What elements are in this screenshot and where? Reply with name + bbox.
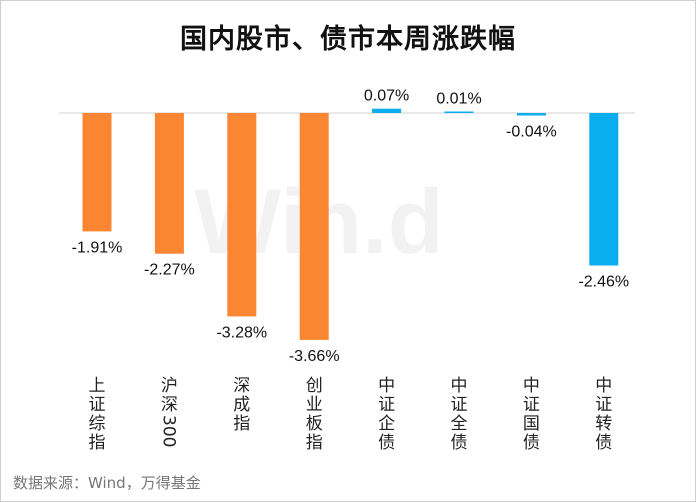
category-label-char: 转 [595,414,612,434]
category-label-char: 国 [523,414,540,434]
bar-3 [227,113,257,317]
value-label-3: -3.28% [216,324,267,341]
category-label-char: 综 [89,414,106,434]
category-label-char: 企 [378,414,395,434]
category-label-char: 沪 [161,376,178,396]
category-label-char: 证 [595,395,612,415]
value-label-4: -3.66% [289,348,340,365]
bar-7 [516,113,546,116]
category-label-char: 证 [451,395,468,415]
category-label-char: 证 [523,395,540,415]
bar-8 [589,113,619,266]
category-label-char: 债 [595,433,612,453]
category-label-char: 上 [89,376,106,396]
source-note: 数据来源：Wind，万得基金 [13,474,201,492]
category-label-char: 成 [233,395,250,415]
category-label-char: 中 [451,376,468,396]
bar-6 [444,111,474,113]
bar-1 [82,113,112,232]
bar-5 [372,108,402,113]
category-label-char: 中 [523,376,540,396]
category-label-char: 指 [306,433,323,453]
category-label-char: 创 [306,376,323,396]
category-label-char: 指 [89,433,106,453]
value-label-1: -1.91% [72,239,123,256]
category-label-char: 业 [306,395,323,415]
value-label-8: -2.46% [578,274,629,291]
bar-2 [154,113,184,254]
category-label-char: 债 [523,433,540,453]
category-label-char: 全 [451,414,468,434]
value-label-7: -0.04% [506,124,557,141]
category-label-char: 债 [378,433,395,453]
category-label-char: 深 [161,395,178,415]
value-label-2: -2.27% [144,262,195,279]
category-label-digits: 300 [158,415,178,447]
category-label-char: 深 [233,376,250,396]
category-label-char: 中 [378,376,395,396]
category-label-3: 深成指 [233,376,250,434]
category-label-char: 债 [451,433,468,453]
bar-4 [299,113,329,340]
value-label-5: 0.07% [364,88,409,105]
category-label-char: 证 [378,395,395,415]
category-label-char: 证 [89,395,106,415]
value-label-6: 0.01% [436,91,481,108]
chart-title: 国内股市、债市本周涨跌幅 [180,24,516,55]
category-label-char: 中 [595,376,612,396]
category-label-char: 板 [306,414,323,434]
category-label-char: 指 [233,414,250,434]
